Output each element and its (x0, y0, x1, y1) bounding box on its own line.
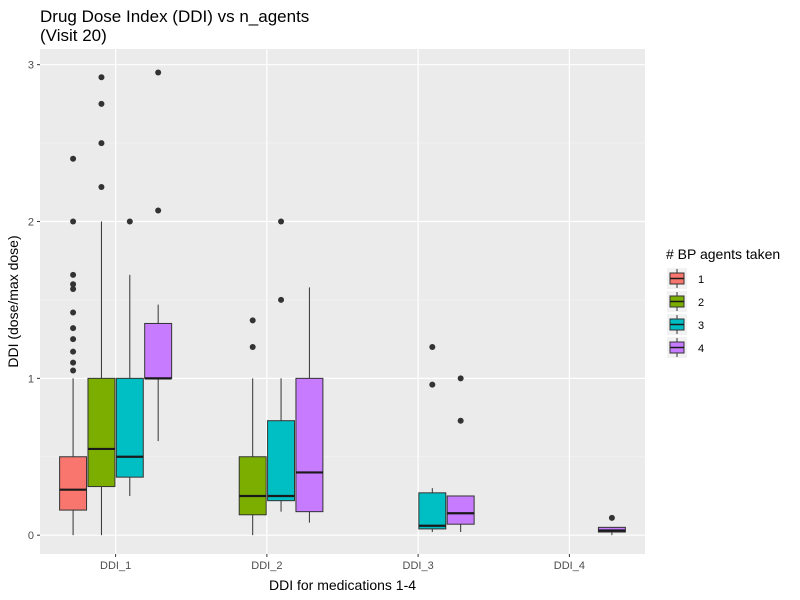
chart-title-line-1: Drug Dose Index (DDI) vs n_agents (40, 7, 309, 26)
legend-entry-4: 4 (667, 337, 704, 358)
x-tick-label: DDI_1 (100, 560, 131, 572)
box-body (238, 456, 267, 516)
box-DDI_4-agents-4 (597, 514, 626, 536)
box-DDI_2-agents-2 (238, 317, 267, 536)
box-DDI_1-agents-2 (87, 74, 116, 536)
outlier-point (70, 271, 77, 278)
legend-label: 3 (698, 320, 704, 332)
outlier-point (70, 367, 77, 374)
outlier-point (70, 285, 77, 292)
outlier-point (70, 281, 77, 288)
outlier-point (155, 207, 162, 214)
legend-label: 1 (698, 274, 704, 286)
x-tick-label: DDI_3 (403, 560, 434, 572)
outlier-point (608, 514, 615, 521)
outlier-point (70, 348, 77, 355)
plot-panel (40, 49, 645, 554)
outlier-point (70, 218, 77, 225)
box-DDI_3-agents-3 (418, 343, 447, 533)
y-tick-label: 2 (28, 217, 34, 229)
box-body (446, 495, 475, 525)
grid-lines (40, 49, 645, 554)
y-tick-label: 1 (28, 373, 34, 385)
x-tick-label: DDI_2 (251, 560, 282, 572)
box-body (115, 377, 144, 478)
outlier-point (98, 184, 105, 191)
box-DDI_1-agents-3 (115, 218, 144, 496)
outlier-point (70, 309, 77, 316)
outlier-point (278, 218, 285, 225)
legend-entry-1: 1 (667, 268, 704, 289)
outlier-point (457, 375, 464, 382)
box-body (418, 492, 447, 530)
legend-entry-3: 3 (667, 314, 704, 335)
outlier-point (70, 155, 77, 162)
axes: 0 1 2 3 DDI_1 DDI_2 DDI_3 DDI_4 (28, 60, 585, 572)
y-tick-label: 3 (28, 60, 34, 72)
outlier-point (249, 317, 256, 324)
box-body (87, 377, 116, 488)
outlier-point (429, 343, 436, 350)
box-layer (59, 69, 626, 536)
outlier-point (70, 359, 77, 366)
outlier-point (98, 74, 105, 81)
box-DDI_3-agents-4 (446, 375, 475, 533)
box-DDI_1-agents-4 (144, 69, 173, 442)
outlier-point (98, 100, 105, 107)
legend-label: 2 (698, 297, 704, 309)
chart-title-line-2: (Visit 20) (40, 26, 107, 45)
outlier-point (457, 417, 464, 424)
outlier-point (98, 140, 105, 147)
legend-entry-2: 2 (667, 291, 704, 312)
box-DDI_2-agents-4 (295, 287, 324, 523)
box-DDI_1-agents-1 (59, 155, 88, 536)
outlier-point (126, 218, 133, 225)
box-body (295, 377, 324, 513)
outlier-point (155, 69, 162, 76)
box-body (59, 456, 88, 511)
box-body (267, 420, 296, 502)
outlier-point (70, 336, 77, 343)
outlier-point (429, 381, 436, 388)
y-tick-label: 0 (28, 530, 34, 542)
outlier-point (249, 343, 256, 350)
box-DDI_2-agents-3 (267, 218, 296, 512)
outlier-point (278, 296, 285, 303)
legend-title: # BP agents taken (666, 246, 780, 262)
outlier-point (70, 325, 77, 332)
legend-label: 4 (698, 343, 704, 355)
y-axis-title: DDI (dose/max dose) (5, 235, 21, 367)
x-tick-label: DDI_4 (554, 560, 585, 572)
x-axis-title: DDI for medications 1-4 (269, 577, 416, 593)
box-body (144, 322, 173, 379)
legend: # BP agents taken 1 2 3 4 (666, 246, 780, 358)
